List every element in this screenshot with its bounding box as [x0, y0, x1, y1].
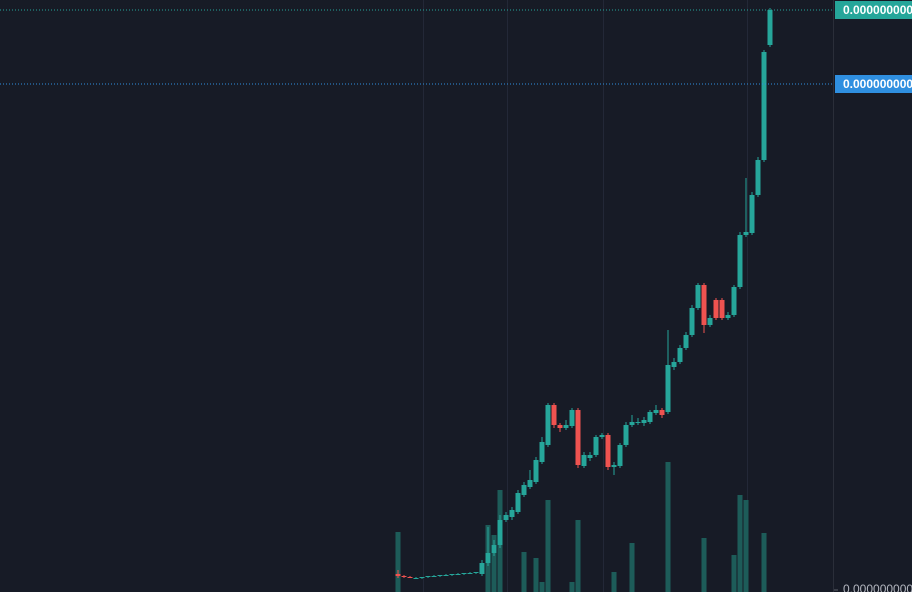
volume-bar — [731, 555, 737, 592]
candle-body — [665, 365, 671, 412]
candle-body — [701, 285, 707, 325]
candle-body — [431, 576, 437, 577]
volume-bar — [575, 520, 581, 592]
volume-bar — [521, 552, 527, 592]
candle-body — [587, 455, 593, 458]
candle-body — [395, 574, 401, 576]
price-tag — [835, 1, 912, 19]
candle-body — [419, 577, 425, 578]
price-tag-label: 0.000000000 — [843, 77, 912, 91]
candle-body — [563, 425, 569, 428]
volume-bar — [761, 533, 767, 592]
candle-body — [749, 195, 755, 233]
candle-body — [449, 574, 455, 575]
candle-body — [611, 465, 617, 467]
candle-body — [743, 232, 749, 235]
candle-body — [485, 553, 491, 563]
candle-body — [605, 435, 611, 467]
volume-bar — [539, 582, 545, 592]
candle-body — [719, 300, 725, 318]
volume-bar — [533, 558, 539, 592]
candle-body — [713, 300, 719, 318]
candle-body — [725, 315, 731, 318]
candle-body — [767, 10, 773, 45]
candle-body — [737, 235, 743, 287]
candle-body — [473, 572, 479, 573]
price-tag — [835, 75, 912, 93]
candle-body — [581, 455, 587, 466]
candle-body — [653, 410, 659, 413]
candle-body — [575, 410, 581, 465]
volume-bar — [665, 462, 671, 592]
candle-body — [479, 563, 485, 574]
candle-body — [695, 285, 701, 308]
candle-body — [755, 160, 761, 195]
volume-bar — [701, 538, 707, 592]
volume-bar — [569, 582, 575, 592]
candle-body — [503, 515, 509, 520]
candle-body — [467, 573, 473, 574]
time-grid — [423, 0, 748, 592]
volume-bar — [491, 535, 497, 592]
candle-body — [461, 573, 467, 574]
volume-bar — [545, 500, 551, 592]
candle-body — [443, 575, 449, 576]
candle-body — [623, 425, 629, 445]
candle-body — [557, 425, 563, 428]
candle-body — [659, 410, 665, 415]
candle-body — [551, 405, 557, 425]
candle-body — [509, 510, 515, 517]
candle-body — [599, 435, 605, 437]
candle-body — [629, 422, 635, 425]
candle-body — [527, 480, 533, 487]
candle-body — [647, 412, 653, 422]
candle-body — [641, 420, 647, 423]
volume-bar — [743, 500, 749, 592]
candle-body — [689, 308, 695, 335]
candle-body — [539, 442, 545, 462]
candle-body — [569, 410, 575, 426]
candle-body — [533, 460, 539, 482]
candle-body — [401, 576, 407, 577]
candle-body — [497, 520, 503, 545]
price-tag-label: 0.000000000 — [843, 3, 912, 17]
y-tick-label: 0.000000000 — [843, 582, 912, 592]
candle-body — [593, 437, 599, 455]
candle-body — [407, 577, 413, 578]
candle-body — [521, 485, 527, 495]
volume-bar — [629, 543, 635, 592]
candle-body — [671, 362, 677, 367]
volume-bar — [611, 572, 617, 592]
candle-body — [761, 52, 767, 160]
candle-body — [491, 545, 497, 553]
candle-body — [617, 445, 623, 466]
volume-bar — [737, 495, 743, 592]
candle-body — [425, 576, 431, 577]
candle-body — [683, 335, 689, 348]
candle-body — [515, 493, 521, 512]
candle-body — [635, 422, 641, 423]
candle-body — [731, 287, 737, 315]
candle-body — [707, 318, 713, 325]
candle-body — [545, 405, 551, 445]
candle-body — [413, 578, 419, 579]
candle-body — [455, 574, 461, 575]
candle-body — [437, 575, 443, 576]
candle-body — [677, 348, 683, 362]
volume-bar — [395, 532, 401, 592]
